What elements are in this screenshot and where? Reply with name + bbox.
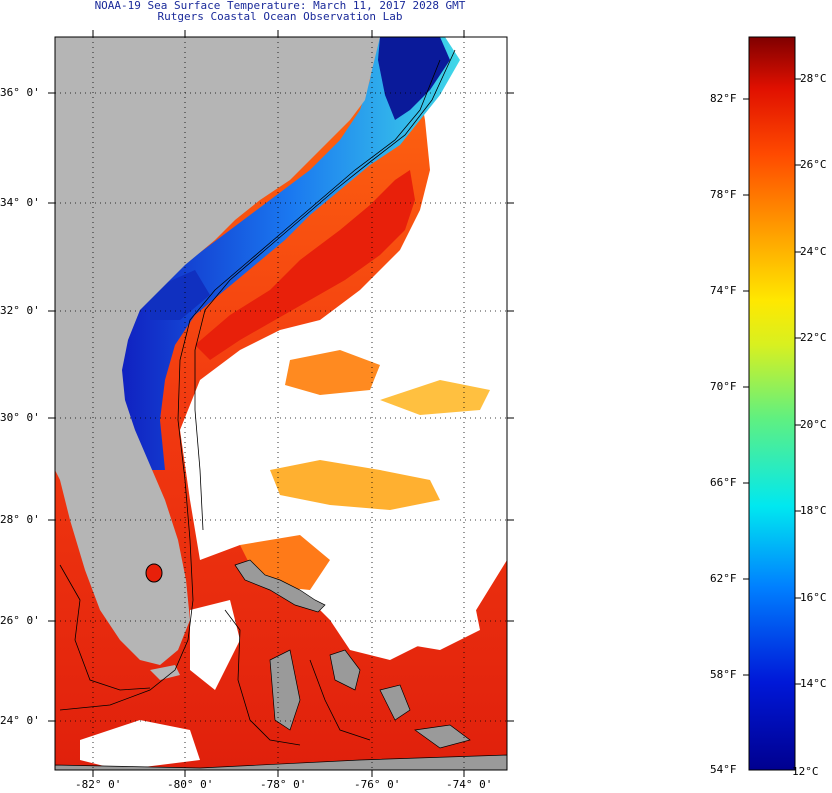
lon-label: -74° 0' xyxy=(446,778,493,791)
colorbar-c-label: 14°C xyxy=(800,677,827,690)
map-frame xyxy=(54,36,508,771)
colorbar-c-label: 16°C xyxy=(800,591,827,604)
colorbar-min-f-label: 54°F xyxy=(710,763,737,776)
colorbar-f-label: 58°F xyxy=(710,668,737,681)
lon-label: -76° 0' xyxy=(354,778,401,791)
colorbar-min-c-label: 12°C xyxy=(792,765,819,778)
lat-label: 24° 0' xyxy=(0,714,40,727)
warm-filament xyxy=(285,350,380,395)
colorbar-ticks xyxy=(743,78,801,685)
colorbar-c-label: 26°C xyxy=(800,158,827,171)
colorbar-f-label: 66°F xyxy=(710,476,737,489)
land-bahamas xyxy=(269,649,301,731)
land-florida-keys xyxy=(150,665,180,680)
cloud-patch xyxy=(80,720,200,770)
colorbar-frame xyxy=(748,36,796,771)
colorbar-f-label: 78°F xyxy=(710,188,737,201)
colorbar-c-label: 28°C xyxy=(800,72,827,85)
map-title: NOAA-19 Sea Surface Temperature: March 1… xyxy=(94,0,466,12)
lat-label: 28° 0' xyxy=(0,513,40,526)
cloud-cover xyxy=(180,37,507,660)
colorbar-f-label: 82°F xyxy=(710,92,737,105)
land-cuba xyxy=(55,754,507,770)
map-tick-marks xyxy=(48,30,514,777)
colorbar-c-label: 20°C xyxy=(800,418,827,431)
lon-label: -78° 0' xyxy=(260,778,307,791)
colorbar-gradient xyxy=(749,37,795,770)
gulf-stream xyxy=(195,170,415,360)
cloud-patch xyxy=(190,600,240,690)
warm-filament xyxy=(270,460,440,510)
land-bahamas xyxy=(379,684,411,721)
cold-core xyxy=(378,37,450,120)
colorbar-c-label: 22°C xyxy=(800,331,827,344)
lat-label: 32° 0' xyxy=(0,304,40,317)
cold-core xyxy=(150,270,210,320)
land-us-southeast xyxy=(55,37,380,665)
land-bahamas xyxy=(234,559,326,613)
colorbar-f-label: 62°F xyxy=(710,572,737,585)
colorbar-c-label: 18°C xyxy=(800,504,827,517)
colorbar-f-label: 70°F xyxy=(710,380,737,393)
colorbar-f-label: 74°F xyxy=(710,284,737,297)
lake-okeechobee xyxy=(145,563,163,583)
lat-label: 36° 0' xyxy=(0,86,40,99)
cold-shelf-water xyxy=(120,37,460,470)
graticule xyxy=(55,37,507,770)
warm-filament xyxy=(380,380,490,415)
map-subtitle: Rutgers Coastal Ocean Observation Lab xyxy=(157,10,403,23)
lat-label: 34° 0' xyxy=(0,196,40,209)
lat-label: 30° 0' xyxy=(0,411,40,424)
land-bahamas xyxy=(414,724,471,749)
lon-label: -82° 0' xyxy=(75,778,122,791)
lon-label: -80° 0' xyxy=(167,778,214,791)
bathymetry-contours xyxy=(59,49,456,746)
colorbar-c-label: 24°C xyxy=(800,245,827,258)
land-bahamas xyxy=(329,649,361,691)
cloud-patch xyxy=(360,560,480,650)
lat-label: 26° 0' xyxy=(0,614,40,627)
